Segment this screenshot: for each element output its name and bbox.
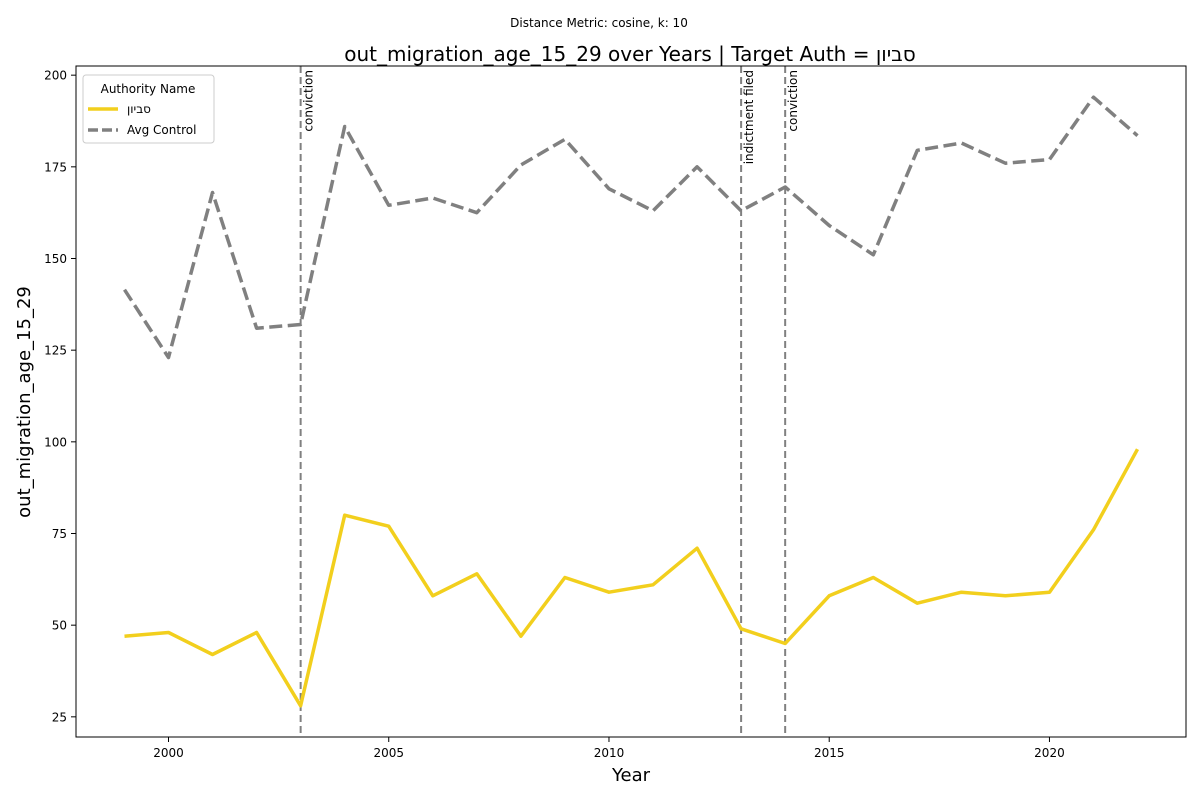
- y-tick-label-7: 200: [44, 69, 67, 83]
- y-tick-label-3: 100: [44, 435, 67, 449]
- y-tick-label-4: 125: [44, 344, 67, 358]
- event-label-2: conviction: [786, 70, 800, 132]
- chart-suptitle: Distance Metric: cosine, k: 10: [510, 16, 688, 30]
- x-tick-label-1: 2005: [373, 746, 404, 760]
- legend: Authority Name סביון Avg Control: [82, 74, 215, 144]
- x-tick-label-4: 2020: [1034, 746, 1065, 760]
- y-tick-label-5: 150: [44, 252, 67, 266]
- legend-title: Authority Name: [101, 82, 196, 96]
- legend-label-control: Avg Control: [127, 123, 196, 137]
- y-tick-label-1: 50: [52, 619, 67, 633]
- x-tick-label-3: 2015: [814, 746, 845, 760]
- plot-frame: [75, 65, 1187, 738]
- event-label-0: conviction: [302, 70, 316, 132]
- series-line-0: [124, 448, 1140, 708]
- axis-ticks: 2000 2005 2010 2015 2020 25 50 75 100 125 150 175 20…: [44, 69, 1065, 760]
- x-tick-label-0: 2000: [153, 746, 184, 760]
- y-tick-label-2: 75: [52, 527, 67, 541]
- x-axis-label: Year: [611, 765, 651, 786]
- x-tick-label-2: 2010: [594, 746, 625, 760]
- plot-area: conviction indictment filed conviction: [123, 66, 1140, 737]
- legend-box: [82, 74, 215, 144]
- y-tick-label-0: 25: [52, 710, 67, 724]
- chart-title: out_migration_age_15_29 over Years | Tar…: [344, 42, 915, 66]
- y-tick-label-6: 175: [44, 160, 67, 174]
- y-axis-label: out_migration_age_15_29: [14, 286, 35, 518]
- legend-label-target: סביון: [127, 102, 151, 116]
- series-line-1: [123, 95, 1139, 360]
- event-label-1: indictment filed: [742, 70, 756, 164]
